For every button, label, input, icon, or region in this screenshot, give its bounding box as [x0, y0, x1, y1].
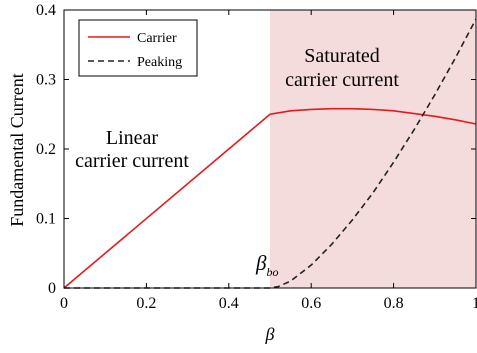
legend-box — [78, 19, 198, 77]
plot-frame — [63, 9, 477, 289]
y-axis-label: Fundamental Current — [7, 73, 27, 226]
y-tick-label: 0.1 — [36, 211, 56, 228]
x-tick-label: 0.8 — [384, 295, 404, 312]
y-tick-label: 0.3 — [36, 72, 56, 89]
legend-peaking-label: Peaking — [137, 55, 182, 70]
x-axis-label: β — [265, 324, 275, 344]
series-line-carrier — [63, 107, 477, 289]
y-tick-label: 0 — [48, 280, 56, 297]
linear-region-label-line2: carrier current — [75, 150, 189, 172]
x-tick-label: 0.2 — [136, 295, 156, 312]
beta-bo-annotation: βbo — [255, 251, 278, 279]
y-tick-label: 0.2 — [36, 141, 56, 158]
x-tick-label: 1 — [472, 295, 477, 312]
legend-carrier-label: Carrier — [137, 31, 177, 46]
saturated-region-label-line1: Saturated — [304, 45, 380, 67]
beta-bo-subscript: bo — [266, 265, 278, 279]
x-tick-label: 0 — [60, 295, 68, 312]
y-tick-label: 0.4 — [36, 2, 56, 19]
saturated-region-label-line2: carrier current — [285, 69, 399, 91]
linear-region-label-line1: Linear — [106, 127, 159, 149]
beta-bo-main: β — [255, 251, 267, 275]
x-tick-label: 0.6 — [301, 295, 321, 312]
series-line-peaking — [64, 18, 477, 289]
shaded-saturation-region — [270, 10, 476, 288]
legend: Carrier Peaking — [78, 19, 198, 77]
x-tick-label: 0.4 — [219, 295, 239, 312]
series-layer — [63, 18, 477, 289]
